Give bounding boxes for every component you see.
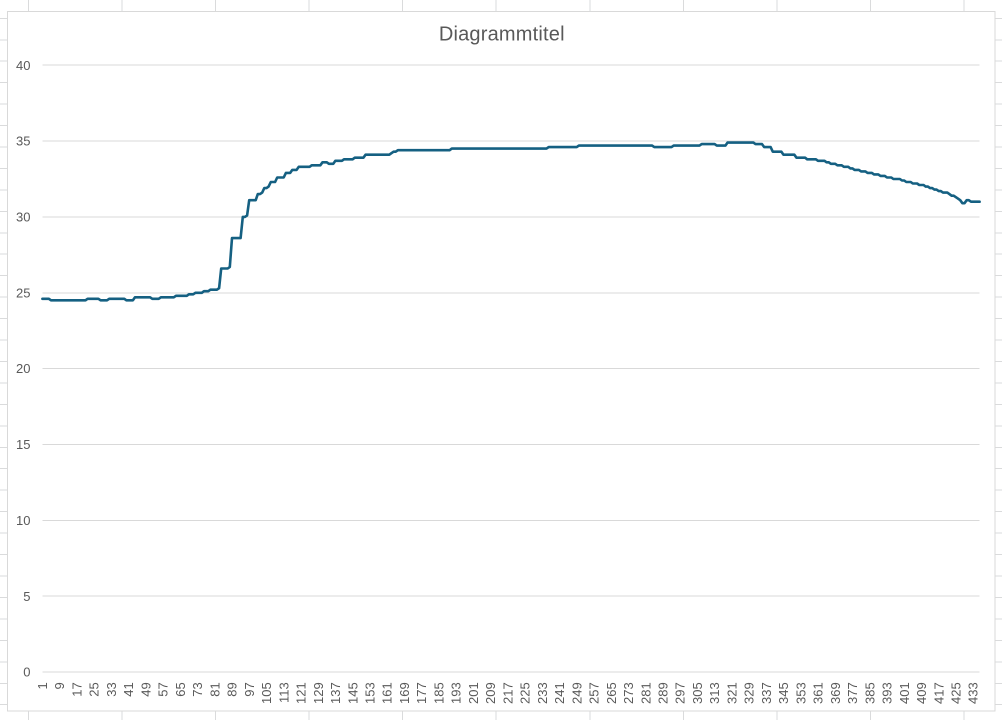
svg-text:25: 25 xyxy=(16,285,30,300)
svg-text:225: 225 xyxy=(518,682,533,704)
svg-text:65: 65 xyxy=(173,682,188,696)
svg-text:233: 233 xyxy=(535,682,550,704)
svg-text:257: 257 xyxy=(587,682,602,704)
svg-text:313: 313 xyxy=(707,682,722,704)
svg-text:15: 15 xyxy=(16,437,30,452)
svg-text:409: 409 xyxy=(914,682,929,704)
svg-text:417: 417 xyxy=(931,682,946,704)
svg-text:137: 137 xyxy=(328,682,343,704)
svg-text:289: 289 xyxy=(655,682,670,704)
svg-text:49: 49 xyxy=(138,682,153,696)
svg-text:177: 177 xyxy=(414,682,429,704)
svg-text:10: 10 xyxy=(16,513,30,528)
svg-text:217: 217 xyxy=(500,682,515,704)
svg-text:321: 321 xyxy=(724,682,739,704)
svg-text:17: 17 xyxy=(69,682,84,696)
svg-text:121: 121 xyxy=(294,682,309,704)
svg-text:393: 393 xyxy=(880,682,895,704)
svg-text:5: 5 xyxy=(23,589,30,604)
svg-text:185: 185 xyxy=(431,682,446,704)
svg-text:40: 40 xyxy=(16,58,30,73)
svg-text:25: 25 xyxy=(87,682,102,696)
svg-text:369: 369 xyxy=(828,682,843,704)
svg-text:161: 161 xyxy=(380,682,395,704)
svg-text:345: 345 xyxy=(776,682,791,704)
svg-text:425: 425 xyxy=(949,682,964,704)
svg-text:281: 281 xyxy=(638,682,653,704)
svg-text:105: 105 xyxy=(259,682,274,704)
svg-text:385: 385 xyxy=(862,682,877,704)
svg-text:73: 73 xyxy=(190,682,205,696)
svg-text:30: 30 xyxy=(16,210,30,225)
svg-text:433: 433 xyxy=(966,682,981,704)
svg-text:265: 265 xyxy=(604,682,619,704)
svg-text:33: 33 xyxy=(104,682,119,696)
svg-text:57: 57 xyxy=(156,682,171,696)
svg-text:209: 209 xyxy=(483,682,498,704)
svg-text:41: 41 xyxy=(121,682,136,696)
svg-text:1: 1 xyxy=(35,682,50,689)
svg-text:337: 337 xyxy=(759,682,774,704)
svg-text:169: 169 xyxy=(397,682,412,704)
svg-text:9: 9 xyxy=(52,682,67,689)
svg-text:129: 129 xyxy=(311,682,326,704)
svg-text:Diagrammtitel: Diagrammtitel xyxy=(439,24,565,46)
svg-text:305: 305 xyxy=(690,682,705,704)
svg-text:353: 353 xyxy=(793,682,808,704)
svg-text:81: 81 xyxy=(207,682,222,696)
svg-text:249: 249 xyxy=(569,682,584,704)
svg-text:35: 35 xyxy=(16,134,30,149)
svg-text:377: 377 xyxy=(845,682,860,704)
svg-text:113: 113 xyxy=(276,682,291,703)
svg-text:297: 297 xyxy=(673,682,688,704)
svg-text:89: 89 xyxy=(225,682,240,696)
svg-text:145: 145 xyxy=(345,682,360,704)
svg-text:241: 241 xyxy=(552,682,567,704)
svg-text:0: 0 xyxy=(23,665,30,680)
svg-text:193: 193 xyxy=(449,682,464,704)
svg-text:201: 201 xyxy=(466,682,481,704)
svg-text:97: 97 xyxy=(242,682,257,696)
svg-text:361: 361 xyxy=(811,682,826,704)
svg-text:273: 273 xyxy=(621,682,636,704)
svg-text:153: 153 xyxy=(362,682,377,704)
svg-text:20: 20 xyxy=(16,361,30,376)
svg-text:401: 401 xyxy=(897,682,912,704)
svg-text:329: 329 xyxy=(742,682,757,704)
